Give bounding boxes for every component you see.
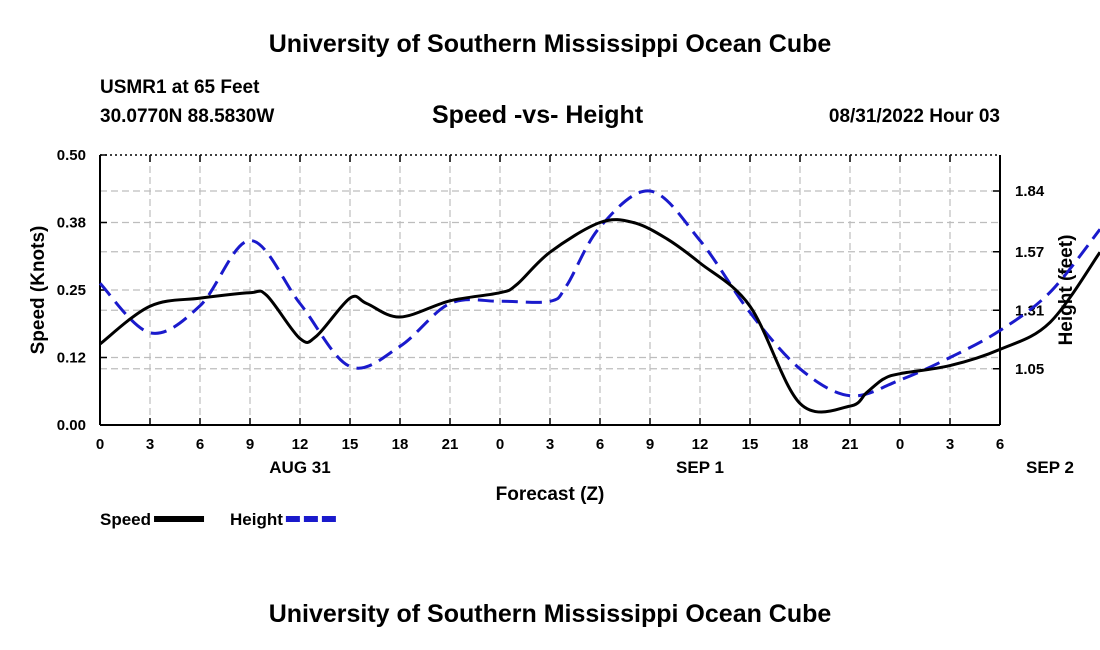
x-tick-label: 18 (392, 436, 409, 453)
height-series-line (98, 189, 1100, 398)
x-tick-label: 9 (246, 436, 254, 453)
x-tick-label: 3 (946, 436, 954, 453)
x-axis-title: Forecast (Z) (496, 484, 605, 505)
y-tick-label: 0.25 (57, 282, 86, 299)
x-tick-label: 12 (692, 436, 709, 453)
y-axis-title: Speed (Knots) (28, 226, 49, 355)
y-tick-label: 0.00 (57, 417, 86, 434)
footer-title: University of Southern Mississippi Ocean… (268, 600, 832, 628)
x-tick-label: 18 (792, 436, 809, 453)
x-tick-label: 9 (646, 436, 654, 453)
speed-series-line (99, 218, 1100, 414)
x-tick-label: 6 (596, 436, 604, 453)
x-tick-label: 21 (842, 436, 859, 453)
date-label: AUG 31 (269, 458, 330, 477)
x-tick-label: 0 (896, 436, 904, 453)
date-label: SEP 2 (1026, 458, 1074, 477)
x-tick-label: 0 (496, 436, 504, 453)
y2-tick-label: 1.57 (1015, 244, 1044, 261)
station-label: USMR1 at 65 Feet (100, 77, 260, 98)
page-title: University of Southern Mississippi Ocean… (268, 30, 832, 58)
y-tick-label: 0.38 (57, 215, 86, 232)
x-tick-label: 15 (342, 436, 359, 453)
x-tick-label: 12 (292, 436, 309, 453)
y2-tick-label: 1.84 (1015, 183, 1045, 200)
x-tick-label: 6 (196, 436, 204, 453)
x-tick-label: 15 (742, 436, 759, 453)
forecast-datetime: 08/31/2022 Hour 03 (828, 106, 1000, 127)
x-tick-label: 3 (146, 436, 154, 453)
y-tick-label: 0.12 (57, 350, 86, 367)
x-tick-label: 3 (546, 436, 554, 453)
legend-label: Speed (100, 510, 151, 529)
date-label: SEP 1 (676, 458, 724, 477)
x-tick-label: 0 (96, 436, 104, 453)
y-tick-label: 0.50 (57, 147, 86, 164)
y2-tick-label: 1.05 (1015, 361, 1044, 378)
x-tick-label: 21 (442, 436, 459, 453)
y2-axis-title: Height (feet) (1056, 235, 1077, 346)
legend-label: Height (230, 510, 283, 529)
x-tick-label: 6 (996, 436, 1004, 453)
station-coordinates: 30.0770N 88.5830W (100, 106, 275, 127)
chart-title: Speed -vs- Height (432, 101, 644, 129)
